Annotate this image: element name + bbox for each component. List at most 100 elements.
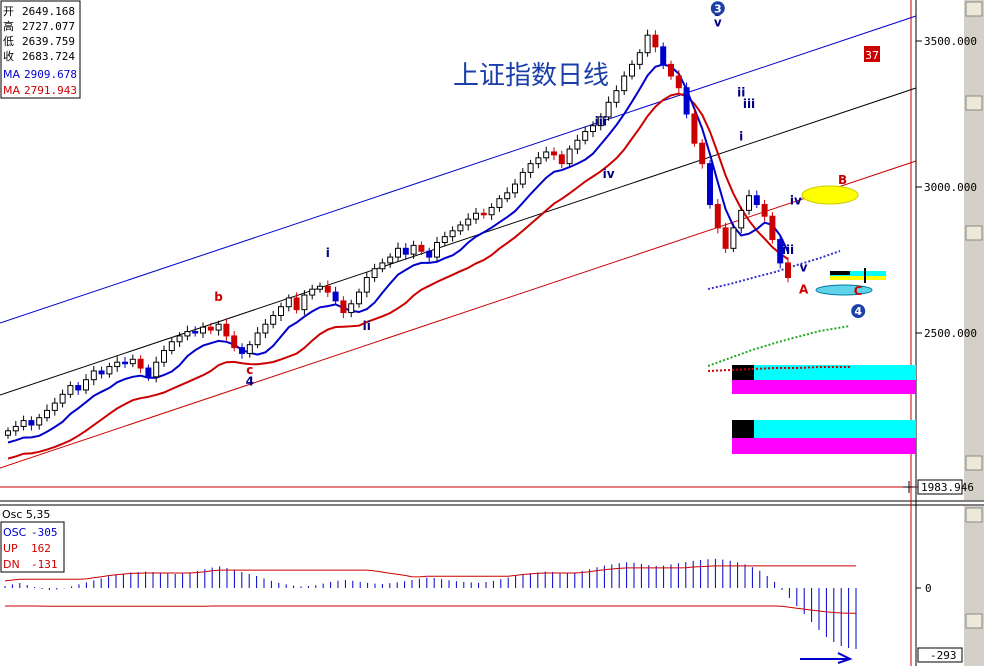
price-tick-label-1: 3000.000: [924, 181, 977, 194]
candle-44: [348, 299, 355, 318]
zone-black-2: [732, 420, 754, 438]
ma-slow-value: 2791.943: [24, 84, 77, 97]
candle-23: [184, 325, 191, 341]
candle-47: [371, 263, 378, 282]
candle-50: [395, 242, 401, 262]
candle-94: [738, 206, 745, 234]
wave-label-12: iv: [790, 194, 802, 208]
candle-72: [566, 145, 573, 168]
candle-36: [285, 294, 292, 312]
candle-54: [426, 247, 433, 263]
candle-86: [675, 70, 682, 93]
candle-42: [332, 286, 339, 305]
candle-12: [98, 366, 105, 379]
ma-fast-line: [7, 63, 789, 444]
current-price-value: 1983.946: [921, 481, 974, 494]
channel-mid-line: [0, 87, 917, 396]
candle-61: [480, 208, 487, 219]
candle-24: [192, 326, 199, 337]
candle-71: [558, 150, 565, 169]
candle-67: [527, 159, 534, 178]
wave-circle-text-1: 4: [854, 305, 862, 318]
projection-zones: [707, 185, 916, 454]
candle-92: [722, 222, 729, 253]
close-value: 2683.724: [22, 50, 75, 63]
cursor-cross: [903, 481, 915, 493]
candle-59: [465, 213, 472, 231]
candle-97: [761, 199, 768, 222]
candle-15: [122, 356, 128, 369]
candle-49: [387, 253, 394, 268]
zone-cyan-1: [732, 365, 916, 380]
candle-20: [161, 345, 167, 367]
open-label: 开: [3, 5, 14, 18]
candle-95: [746, 189, 752, 215]
oscillator-layer: [4, 558, 857, 649]
ma-fast-layer: [7, 63, 789, 444]
candle-93: [730, 223, 737, 253]
osc-info-box: Osc 5,35 OSC -305 UP 162 DN -131: [0, 508, 65, 573]
candle-39: [309, 284, 316, 300]
candle-0: [5, 427, 11, 439]
candle-100: [785, 257, 791, 283]
zone-magenta-2: [732, 438, 916, 454]
wave-circle-1: 4: [851, 304, 866, 319]
wave-label-2: 4: [246, 375, 254, 389]
candle-45: [356, 288, 362, 308]
candle-34: [270, 310, 277, 329]
ma-fast-label: MA: [3, 68, 20, 81]
osc-current-tag: -293: [917, 647, 963, 663]
candle-33: [262, 318, 269, 338]
price-tick-label-0: 3500.000: [924, 35, 977, 48]
candle-98: [769, 212, 776, 244]
main-scrollbar[interactable]: [964, 0, 984, 500]
zone-black-small: [830, 271, 850, 275]
candle-51: [402, 243, 409, 260]
up-label: UP: [3, 542, 18, 555]
highlight-cyan-ellipse: [815, 284, 873, 296]
wave-label-5: iii: [595, 115, 607, 129]
candle-70: [551, 147, 557, 161]
pti-badge[interactable]: 37PTI: [864, 46, 896, 62]
candle-74: [582, 126, 589, 145]
osc-title: Osc 5,35: [2, 508, 50, 521]
ma-slow-line: [7, 92, 789, 460]
wave-labels-layer: bc4iiiiiiiv5viiiiiiiviiivABC34: [214, 1, 866, 389]
pti-badge-text: 37PTI: [865, 49, 896, 62]
candle-9: [75, 382, 82, 395]
wave-circle-text-0: 3: [714, 2, 722, 15]
candle-81: [636, 49, 643, 70]
candle-76: [597, 113, 604, 131]
candle-89: [699, 139, 706, 169]
wave-label-16: B: [838, 173, 847, 187]
high-value: 2727.077: [22, 20, 75, 33]
wave-label-14: v: [800, 261, 808, 275]
wave-circle-0: 3: [710, 1, 725, 16]
ma-fast-value: 2909.678: [24, 68, 77, 81]
osc-scrollbar[interactable]: [964, 506, 984, 666]
candle-90: [707, 160, 713, 209]
candle-62: [488, 203, 495, 220]
candle-11: [90, 365, 97, 386]
projection-blue-x-line: [707, 250, 841, 290]
candle-88: [691, 109, 698, 147]
candle-55: [434, 236, 440, 262]
candle-68: [535, 151, 542, 169]
osc-arrow: [800, 652, 853, 664]
wave-label-15: A: [799, 283, 809, 297]
zone-yellow-small: [830, 276, 886, 280]
dn-value: -131: [31, 558, 58, 571]
candle-17: [137, 355, 144, 374]
candle-22: [176, 332, 183, 348]
candle-13: [106, 362, 113, 378]
wave-label-1: c: [246, 363, 253, 377]
dn-label: DN: [3, 558, 20, 571]
close-label: 收: [3, 49, 14, 63]
wave-label-4: ii: [363, 319, 371, 333]
candle-32: [254, 327, 261, 349]
ma-slow-layer: [7, 92, 789, 460]
wave-label-17: C: [854, 284, 863, 298]
candle-2: [20, 415, 27, 431]
candle-14: [114, 356, 121, 372]
